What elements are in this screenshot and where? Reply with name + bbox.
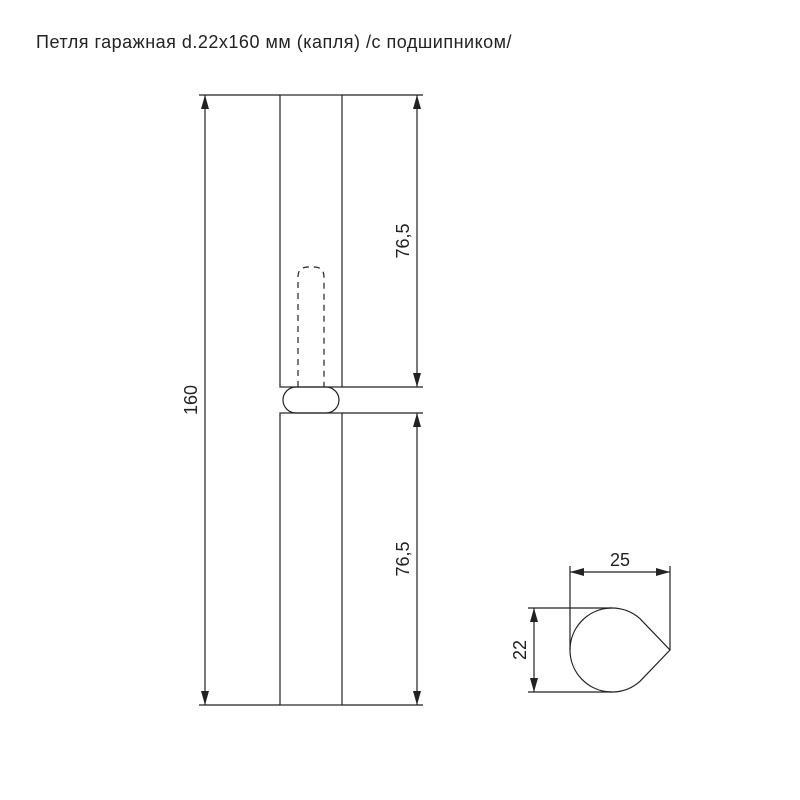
page-title: Петля гаражная d.22x160 мм (капля) /с по… [36, 32, 512, 52]
arrow-head [570, 568, 584, 576]
cross-section-drop [570, 608, 670, 692]
hinge-upper-body [280, 95, 342, 387]
arrow-head [201, 691, 209, 705]
hinge-lower-body [280, 413, 342, 705]
arrow-head [413, 413, 421, 427]
dim-total-label: 160 [181, 385, 201, 415]
bearing-washer [283, 387, 339, 413]
dim-lower-label: 76,5 [393, 541, 413, 576]
arrow-head [201, 95, 209, 109]
dim-width-label: 25 [610, 550, 630, 570]
dim-upper-label: 76,5 [393, 223, 413, 258]
arrow-head [413, 373, 421, 387]
arrow-head [530, 678, 538, 692]
arrow-head [530, 608, 538, 622]
hidden-pin [298, 267, 324, 387]
arrow-head [656, 568, 670, 576]
arrow-head [413, 691, 421, 705]
arrow-head [413, 95, 421, 109]
dim-diameter-label: 22 [510, 640, 530, 660]
